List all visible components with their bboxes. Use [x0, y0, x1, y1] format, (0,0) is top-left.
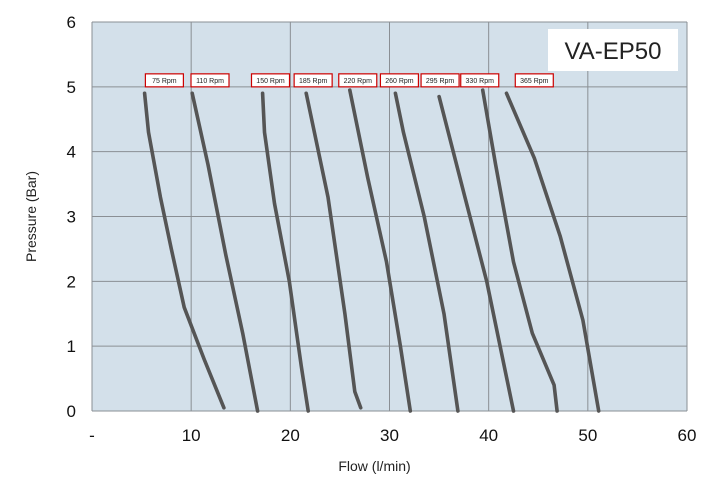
y-tick-label: 0 [67, 402, 76, 421]
series-label: 75 Rpm [152, 78, 177, 85]
series-label-box [338, 73, 378, 88]
model-label-background [548, 29, 678, 71]
x-tick-label: 50 [578, 426, 597, 445]
series-label-box [460, 73, 500, 88]
series-curve [260, 91, 310, 413]
series-label: 295 Rpm [426, 78, 455, 85]
y-tick-label: 6 [67, 13, 76, 32]
series-curve [504, 91, 601, 413]
series-label-box [144, 73, 184, 88]
series-label-box [190, 73, 230, 88]
model-label: VA-EP50 [565, 38, 662, 65]
y-tick-label: 4 [67, 143, 76, 162]
y-axis-title: Pressure (Bar) [23, 171, 39, 262]
y-tick-label: 5 [67, 78, 76, 97]
series-curves [142, 88, 601, 413]
series-curve [393, 91, 460, 413]
series-label-box [293, 73, 333, 88]
series-label: 365 Rpm [520, 78, 549, 85]
x-tick-label: 10 [182, 426, 201, 445]
model-label-box: VA-EP50 [548, 29, 678, 71]
x-tick-label: 20 [281, 426, 300, 445]
series-label: 260 Rpm [385, 78, 414, 85]
y-tick-label: 1 [67, 337, 76, 356]
series-label-box [420, 73, 460, 88]
series-label: 150 Rpm [256, 78, 285, 85]
series-label-box [514, 73, 554, 88]
series-label: 220 Rpm [344, 78, 373, 85]
series-curve [437, 94, 516, 413]
y-tick-label: 2 [67, 272, 76, 291]
x-tick-label: 60 [678, 426, 697, 445]
series-curve [142, 91, 226, 410]
axis-ticks: - 10 20 30 40 50 60 0 1 2 3 4 5 6 [67, 13, 697, 445]
series-label: 330 Rpm [466, 78, 495, 85]
series-curve [304, 91, 363, 410]
series-curve [190, 91, 260, 413]
series-label: 110 Rpm [196, 78, 224, 85]
x-tick-label: 30 [380, 426, 399, 445]
x-tick-label: 40 [479, 426, 498, 445]
series-curve [480, 88, 559, 413]
y-tick-label: 3 [67, 208, 76, 227]
series-label: 185 Rpm [299, 78, 328, 85]
x-axis-title: Flow (l/min) [338, 458, 410, 474]
series-label-box [250, 73, 291, 88]
series-curve [348, 88, 413, 413]
series-label-box [379, 73, 420, 88]
series-labels: 75 Rpm 110 Rpm 150 Rpm 185 Rpm 220 Rpm 260 Rp… [144, 73, 554, 88]
x-tick-label: - [89, 426, 95, 445]
